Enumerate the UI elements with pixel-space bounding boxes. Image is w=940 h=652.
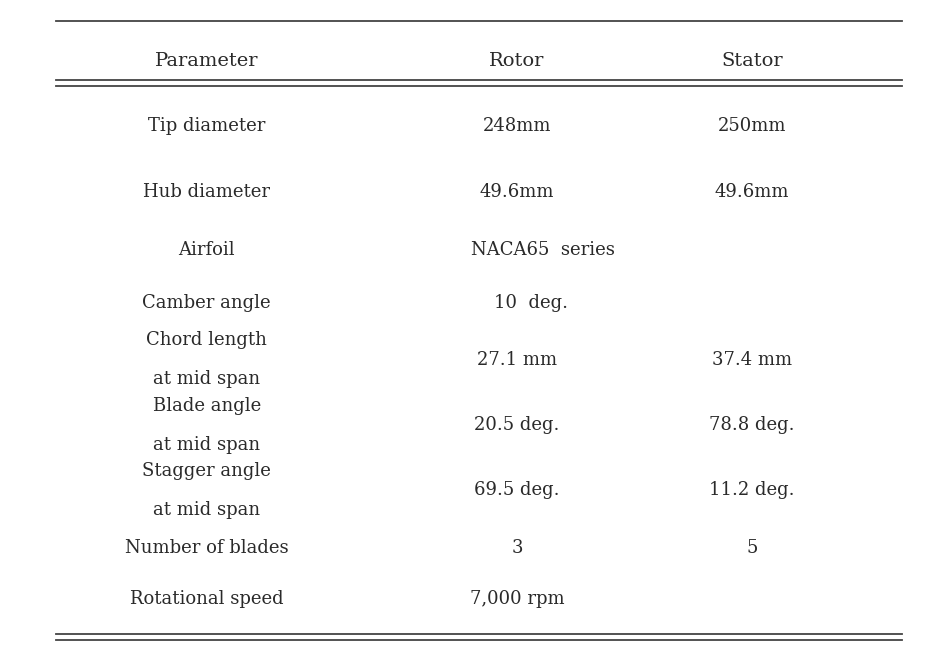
Text: Rotational speed: Rotational speed <box>130 589 284 608</box>
Text: 27.1 mm: 27.1 mm <box>477 351 557 369</box>
Text: 69.5 deg.: 69.5 deg. <box>475 481 559 499</box>
Text: 78.8 deg.: 78.8 deg. <box>710 416 794 434</box>
Text: Blade angle: Blade angle <box>152 396 261 415</box>
Text: 250mm: 250mm <box>718 117 786 136</box>
Text: 49.6mm: 49.6mm <box>714 183 790 201</box>
Text: NACA65  series: NACA65 series <box>471 241 616 259</box>
Text: Stagger angle: Stagger angle <box>142 462 272 480</box>
Text: 248mm: 248mm <box>483 117 551 136</box>
Text: 11.2 deg.: 11.2 deg. <box>710 481 794 499</box>
Text: 5: 5 <box>746 539 758 557</box>
Text: 7,000 rpm: 7,000 rpm <box>470 589 564 608</box>
Text: 20.5 deg.: 20.5 deg. <box>475 416 559 434</box>
Text: 3: 3 <box>511 539 523 557</box>
Text: Number of blades: Number of blades <box>125 539 289 557</box>
Text: 49.6mm: 49.6mm <box>479 183 555 201</box>
Text: Airfoil: Airfoil <box>179 241 235 259</box>
Text: at mid span: at mid span <box>153 370 260 389</box>
Text: Rotor: Rotor <box>490 52 544 70</box>
Text: Hub diameter: Hub diameter <box>143 183 271 201</box>
Text: 10  deg.: 10 deg. <box>494 294 568 312</box>
Text: at mid span: at mid span <box>153 501 260 519</box>
Text: Camber angle: Camber angle <box>143 294 271 312</box>
Text: Chord length: Chord length <box>147 331 267 349</box>
Text: at mid span: at mid span <box>153 436 260 454</box>
Text: Stator: Stator <box>721 52 783 70</box>
Text: Tip diameter: Tip diameter <box>149 117 265 136</box>
Text: Parameter: Parameter <box>155 52 258 70</box>
Text: 37.4 mm: 37.4 mm <box>712 351 792 369</box>
